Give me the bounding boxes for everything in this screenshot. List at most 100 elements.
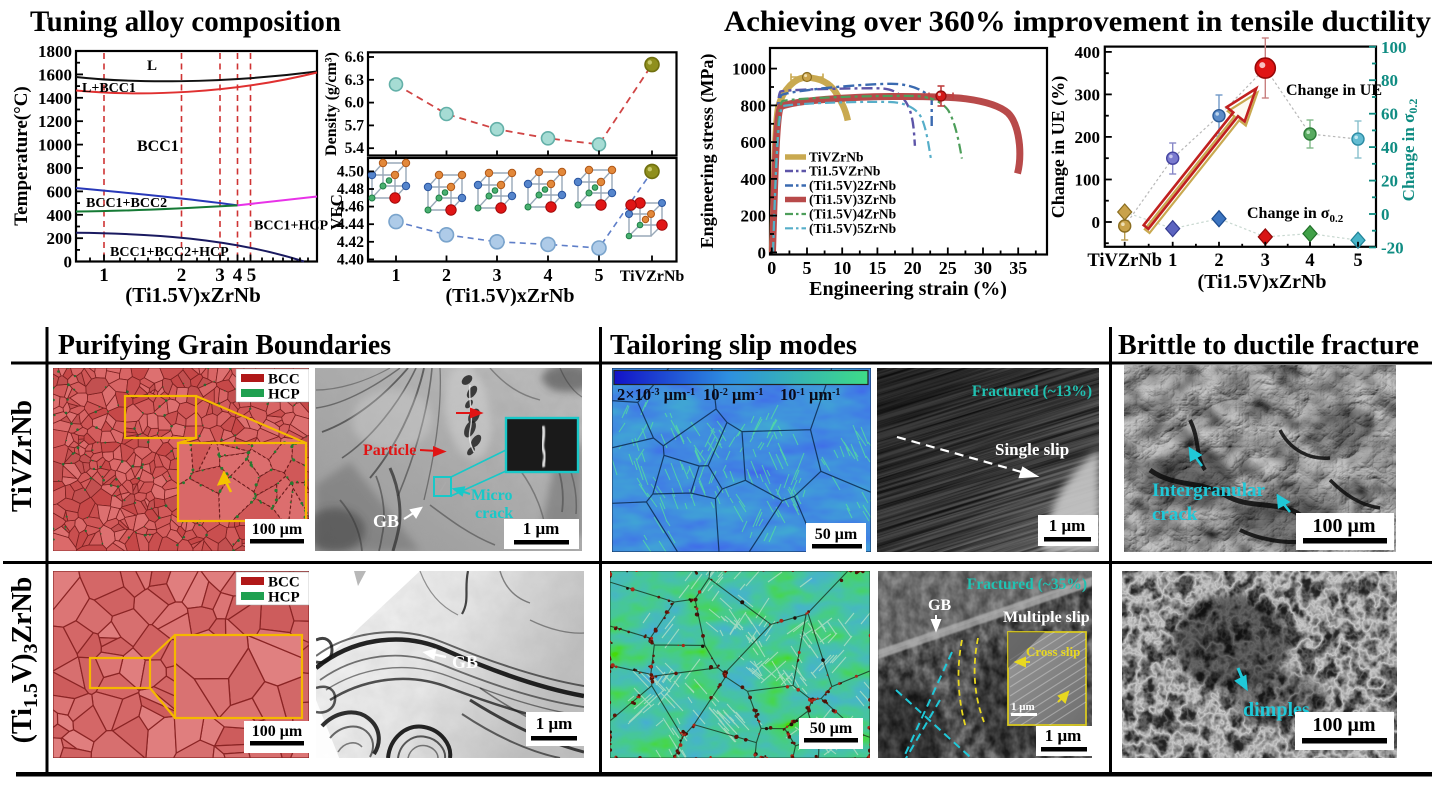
svg-text:2: 2 bbox=[442, 265, 451, 285]
svg-text:Change in UE: Change in UE bbox=[1286, 82, 1382, 99]
svg-text:(Ti1.5V)2ZrNb: (Ti1.5V)2ZrNb bbox=[809, 178, 896, 193]
svg-text:Purifying Grain Boundaries: Purifying Grain Boundaries bbox=[58, 329, 391, 361]
svg-text:60: 60 bbox=[1381, 105, 1398, 124]
svg-text:(Ti1.5V)5ZrNb: (Ti1.5V)5ZrNb bbox=[809, 221, 896, 236]
svg-text:Cross slip: Cross slip bbox=[1026, 644, 1080, 659]
svg-text:2: 2 bbox=[177, 265, 187, 286]
svg-text:Change in σ0.2: Change in σ0.2 bbox=[1247, 205, 1344, 225]
svg-text:1: 1 bbox=[1168, 251, 1177, 271]
svg-text:(Ti1.5V)3ZrNb: (Ti1.5V)3ZrNb bbox=[809, 192, 896, 207]
svg-text:4.44: 4.44 bbox=[337, 216, 364, 233]
svg-text:BCC1+HCP: BCC1+HCP bbox=[254, 219, 329, 234]
svg-text:4: 4 bbox=[544, 265, 553, 285]
svg-text:80: 80 bbox=[1381, 71, 1398, 90]
svg-text:TiVZrNb: TiVZrNb bbox=[1087, 251, 1162, 271]
svg-text:1 μm: 1 μm bbox=[523, 519, 560, 538]
svg-text:Intergranular: Intergranular bbox=[1152, 480, 1266, 501]
svg-text:100 μm: 100 μm bbox=[252, 723, 303, 740]
svg-text:2×10-3 μm-1: 2×10-3 μm-1 bbox=[617, 385, 695, 404]
svg-text:10-1 μm-1: 10-1 μm-1 bbox=[780, 385, 840, 404]
svg-text:Tailoring slip modes: Tailoring slip modes bbox=[610, 329, 857, 361]
svg-text:Fractured (~35%): Fractured (~35%) bbox=[967, 576, 1087, 593]
svg-text:10-2 μm-1: 10-2 μm-1 bbox=[703, 385, 763, 404]
svg-text:HCP: HCP bbox=[268, 387, 300, 403]
svg-text:1000: 1000 bbox=[38, 136, 72, 155]
svg-text:VEC: VEC bbox=[327, 194, 346, 230]
svg-text:200: 200 bbox=[741, 207, 767, 226]
svg-text:6.6: 6.6 bbox=[345, 49, 365, 66]
svg-text:4.40: 4.40 bbox=[337, 251, 364, 268]
svg-text:(Ti1.5V)3ZrNb: (Ti1.5V)3ZrNb bbox=[7, 577, 42, 744]
svg-text:TiVZrNb: TiVZrNb bbox=[6, 400, 38, 512]
svg-text:crack: crack bbox=[475, 505, 513, 522]
svg-text:50 μm: 50 μm bbox=[810, 720, 853, 737]
svg-text:0: 0 bbox=[1092, 213, 1101, 232]
svg-text:300: 300 bbox=[1075, 85, 1101, 104]
svg-text:50 μm: 50 μm bbox=[815, 526, 858, 543]
svg-text:15: 15 bbox=[868, 258, 886, 278]
svg-text:GB: GB bbox=[452, 652, 478, 672]
svg-text:Micro: Micro bbox=[471, 487, 512, 504]
svg-text:BCC1: BCC1 bbox=[137, 138, 179, 155]
svg-text:5: 5 bbox=[803, 258, 812, 278]
svg-text:100 μm: 100 μm bbox=[1313, 714, 1376, 736]
svg-text:6.3: 6.3 bbox=[345, 72, 365, 89]
svg-text:5.4: 5.4 bbox=[345, 140, 365, 157]
svg-text:TiVZrNb: TiVZrNb bbox=[620, 268, 685, 285]
svg-text:4.50: 4.50 bbox=[337, 163, 364, 180]
svg-text:1: 1 bbox=[99, 265, 109, 286]
svg-text:0: 0 bbox=[64, 253, 73, 272]
svg-text:Change in σ0.2: Change in σ0.2 bbox=[1399, 99, 1420, 202]
svg-text:TiVZrNb: TiVZrNb bbox=[809, 150, 864, 165]
svg-text:600: 600 bbox=[741, 133, 767, 152]
svg-text:BCC1+BCC2+HCP: BCC1+BCC2+HCP bbox=[110, 245, 229, 260]
svg-text:(Ti1.5V)4ZrNb: (Ti1.5V)4ZrNb bbox=[809, 207, 896, 222]
svg-text:Brittle to ductile fracture: Brittle to ductile fracture bbox=[1118, 329, 1419, 361]
svg-text:1000: 1000 bbox=[732, 60, 766, 79]
svg-text:Engineering strain (%): Engineering strain (%) bbox=[809, 278, 1007, 300]
svg-text:Achieving over 360% improvemen: Achieving over 360% improvement in tensi… bbox=[724, 5, 1431, 38]
svg-text:20: 20 bbox=[1381, 172, 1398, 191]
svg-text:2: 2 bbox=[1214, 251, 1223, 271]
svg-text:1800: 1800 bbox=[38, 42, 72, 61]
svg-text:10: 10 bbox=[833, 258, 851, 278]
svg-text:0: 0 bbox=[1381, 205, 1390, 224]
svg-text:dimples: dimples bbox=[1243, 699, 1310, 721]
svg-text:4: 4 bbox=[233, 265, 243, 286]
svg-text:4.42: 4.42 bbox=[337, 234, 364, 251]
svg-text:Multiple slip: Multiple slip bbox=[1003, 609, 1090, 626]
svg-text:(Ti1.5V)xZrNb: (Ti1.5V)xZrNb bbox=[125, 283, 261, 307]
svg-text:GB: GB bbox=[373, 511, 399, 531]
svg-text:1600: 1600 bbox=[38, 65, 72, 84]
svg-text:Ti1.5VZrNb: Ti1.5VZrNb bbox=[809, 164, 880, 179]
svg-text:6.0: 6.0 bbox=[345, 95, 365, 112]
svg-text:1 μm: 1 μm bbox=[536, 714, 573, 733]
svg-text:1 μm: 1 μm bbox=[1049, 516, 1086, 535]
svg-text:5: 5 bbox=[595, 265, 604, 285]
svg-text:5: 5 bbox=[247, 265, 257, 286]
svg-text:Density (g/cm³): Density (g/cm³) bbox=[323, 52, 340, 156]
svg-text:crack: crack bbox=[1152, 504, 1198, 525]
svg-text:5: 5 bbox=[1353, 251, 1362, 271]
svg-text:100: 100 bbox=[1381, 38, 1407, 57]
svg-text:(Ti1.5V)xZrNb: (Ti1.5V)xZrNb bbox=[445, 285, 574, 307]
svg-text:Single slip: Single slip bbox=[995, 440, 1069, 459]
svg-text:20: 20 bbox=[904, 258, 922, 278]
svg-text:BCC: BCC bbox=[268, 575, 300, 591]
svg-text:35: 35 bbox=[1009, 258, 1027, 278]
svg-text:BCC1+BCC2: BCC1+BCC2 bbox=[86, 196, 167, 211]
svg-text:400: 400 bbox=[1075, 43, 1101, 62]
svg-text:3: 3 bbox=[493, 265, 502, 285]
svg-text:Temperature(°C): Temperature(°C) bbox=[11, 86, 32, 226]
svg-text:GB: GB bbox=[928, 597, 951, 614]
svg-text:5.7: 5.7 bbox=[345, 117, 365, 134]
svg-text:-20: -20 bbox=[1381, 238, 1404, 257]
svg-text:4.48: 4.48 bbox=[337, 181, 364, 198]
svg-text:30: 30 bbox=[974, 258, 992, 278]
svg-text:L+BCC1: L+BCC1 bbox=[82, 81, 136, 96]
svg-text:200: 200 bbox=[1075, 128, 1101, 147]
svg-text:25: 25 bbox=[939, 258, 957, 278]
svg-text:Tuning alloy composition: Tuning alloy composition bbox=[30, 5, 341, 38]
svg-text:600: 600 bbox=[47, 182, 73, 201]
svg-text:1 μm: 1 μm bbox=[1045, 726, 1082, 745]
